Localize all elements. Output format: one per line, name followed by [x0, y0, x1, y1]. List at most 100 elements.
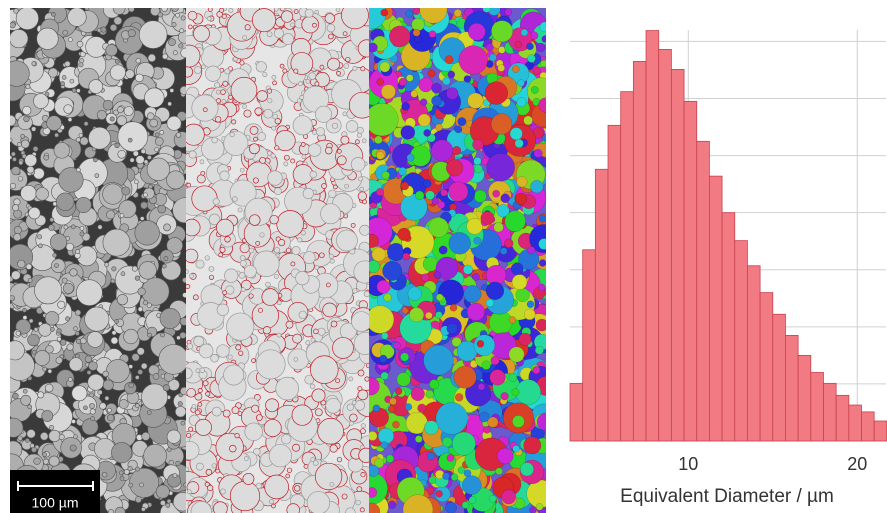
particle [267, 89, 271, 93]
particle [197, 175, 205, 183]
particle [273, 81, 277, 85]
particle [509, 316, 516, 323]
particle [188, 11, 197, 20]
particle [360, 225, 370, 235]
particle [283, 69, 287, 73]
particle [23, 106, 31, 114]
particle [132, 354, 139, 361]
particle [62, 75, 66, 79]
particle [274, 29, 284, 39]
particle [50, 234, 67, 251]
particle [462, 502, 469, 509]
particle [111, 279, 115, 283]
particle [353, 66, 357, 70]
particle [84, 122, 88, 126]
particle [49, 425, 54, 430]
particle [241, 288, 245, 292]
particle [419, 78, 433, 92]
particle [70, 269, 78, 277]
particle [45, 311, 59, 325]
particle [135, 467, 139, 471]
particle [257, 91, 268, 102]
particle [212, 464, 216, 468]
particle [230, 132, 235, 137]
particle [342, 494, 347, 499]
particle [122, 187, 130, 195]
bar [570, 383, 583, 441]
particle [114, 17, 122, 25]
particle [292, 405, 312, 425]
particle [91, 417, 95, 421]
particle [393, 342, 400, 349]
particle [238, 351, 242, 355]
particle [236, 345, 241, 350]
particle [328, 58, 340, 70]
particle [11, 152, 15, 156]
particle [326, 398, 341, 413]
particle [472, 273, 479, 280]
particle [429, 379, 439, 389]
particle [144, 444, 167, 467]
particle [298, 82, 302, 86]
bar [785, 335, 798, 441]
particle [284, 162, 288, 166]
particle [240, 61, 244, 65]
particle [229, 445, 236, 452]
particle [192, 186, 217, 211]
particle [423, 179, 431, 187]
particle [21, 395, 31, 405]
particle [360, 508, 364, 512]
particle [118, 150, 126, 158]
particle [520, 462, 534, 476]
particle [164, 257, 168, 261]
particle [252, 302, 279, 329]
particle [448, 71, 455, 78]
particle [519, 333, 532, 346]
bar [747, 266, 760, 441]
particle [256, 62, 266, 72]
particle [527, 55, 535, 63]
particle [287, 504, 300, 513]
particle [158, 12, 163, 17]
particle [249, 248, 254, 253]
bar [735, 241, 748, 441]
particle [364, 291, 370, 297]
particle [482, 361, 491, 370]
particle [447, 454, 454, 461]
particle [491, 21, 512, 42]
particle [77, 41, 83, 47]
particle [115, 319, 119, 323]
particle [312, 23, 316, 27]
particle [302, 155, 306, 159]
particle [256, 241, 260, 245]
particle [171, 4, 178, 11]
particle [357, 127, 363, 133]
particle [323, 303, 337, 317]
particle [58, 301, 65, 308]
particle [68, 38, 72, 42]
particle [28, 334, 40, 346]
particle [537, 413, 555, 431]
particle [85, 307, 109, 331]
particle [358, 390, 368, 400]
particle [37, 28, 59, 50]
particle [351, 312, 371, 332]
particle [376, 152, 384, 160]
particle [112, 331, 116, 335]
particle [209, 266, 214, 271]
particle [490, 370, 506, 386]
particle [159, 344, 189, 374]
particle [515, 193, 527, 205]
particle [13, 393, 19, 399]
particle [403, 253, 410, 260]
particle [12, 204, 18, 210]
particle [292, 444, 299, 451]
particle [328, 34, 333, 39]
particle [381, 442, 388, 449]
particle [12, 167, 20, 175]
particle [180, 332, 186, 338]
particle [274, 7, 278, 11]
particle [274, 274, 278, 278]
bar [874, 421, 887, 441]
particle [412, 18, 425, 31]
